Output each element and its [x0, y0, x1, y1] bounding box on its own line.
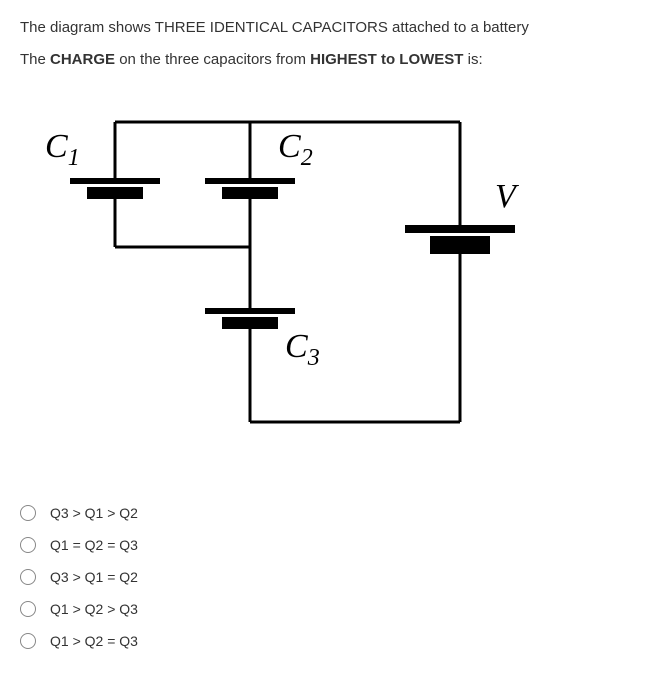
option-row[interactable]: Q1 = Q2 = Q3: [20, 529, 626, 561]
radio-icon[interactable]: [20, 537, 36, 553]
q1-bold: THREE IDENTICAL CAPACITORS: [155, 19, 388, 36]
option-label: Q1 > Q2 > Q3: [50, 601, 138, 617]
option-row[interactable]: Q1 > Q2 > Q3: [20, 593, 626, 625]
q2-mid: on the three capacitors from: [115, 51, 310, 68]
circuit-diagram: C1 C2 C3 V: [20, 92, 626, 457]
option-label: Q3 > Q1 = Q2: [50, 569, 138, 585]
radio-icon[interactable]: [20, 505, 36, 521]
option-label: Q1 > Q2 = Q3: [50, 633, 138, 649]
svg-text:C3: C3: [285, 328, 320, 371]
question-line-2: The CHARGE on the three capacitors from …: [20, 48, 626, 72]
option-row[interactable]: Q1 > Q2 = Q3: [20, 625, 626, 657]
q2-prefix: The: [20, 51, 50, 68]
circuit-svg: C1 C2 C3 V: [20, 92, 580, 452]
radio-icon[interactable]: [20, 569, 36, 585]
option-row[interactable]: Q3 > Q1 > Q2: [20, 497, 626, 529]
q2-bold-2: HIGHEST to LOWEST: [310, 51, 463, 68]
radio-icon[interactable]: [20, 633, 36, 649]
svg-text:C1: C1: [45, 128, 80, 171]
option-row[interactable]: Q3 > Q1 = Q2: [20, 561, 626, 593]
question-line-1: The diagram shows THREE IDENTICAL CAPACI…: [20, 16, 626, 40]
radio-icon[interactable]: [20, 601, 36, 617]
svg-text:V: V: [495, 178, 520, 215]
option-label: Q3 > Q1 > Q2: [50, 505, 138, 521]
q2-bold-1: CHARGE: [50, 51, 115, 68]
q2-suffix: is:: [463, 51, 482, 68]
q1-suffix: attached to a battery: [388, 19, 529, 36]
q1-prefix: The diagram shows: [20, 19, 155, 36]
option-label: Q1 = Q2 = Q3: [50, 537, 138, 553]
svg-text:C2: C2: [278, 128, 313, 171]
options-list: Q3 > Q1 > Q2 Q1 = Q2 = Q3 Q3 > Q1 = Q2 Q1 >…: [20, 497, 626, 657]
